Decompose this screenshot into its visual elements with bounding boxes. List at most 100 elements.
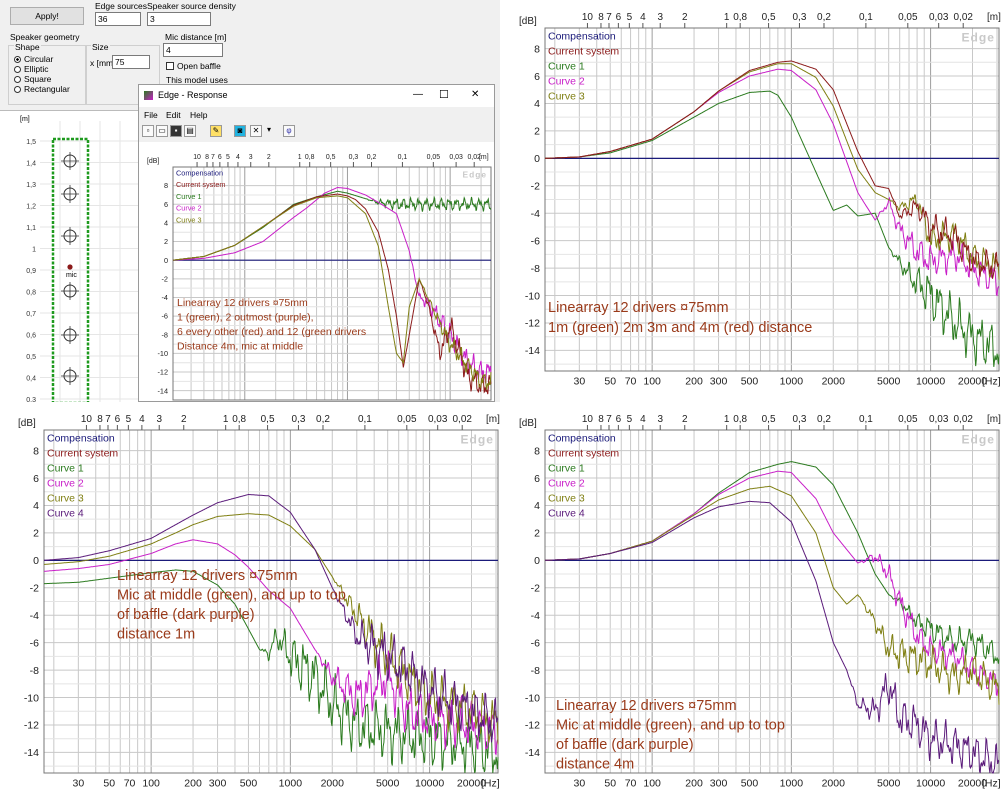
shape-elliptic[interactable]: Elliptic: [14, 64, 49, 74]
y-tick-label: 6: [164, 200, 168, 209]
top-tick-label: 0,8: [305, 154, 315, 161]
x-tick-label: 500: [240, 778, 258, 790]
baffle-plot: 1,5 1,4 1,3 1,2 1,1 1 0,9 0,8 0,7 0,6 0,5 0,4 0,3: [26, 121, 140, 402]
y-axis: 8 6 4 2 0 -2 -4 -6 -8 -10 -12 -14: [525, 445, 540, 759]
legend-item: Curve 2: [548, 76, 585, 88]
top-tick-label: 0,05: [898, 414, 918, 425]
window-titlebar[interactable]: Edge - Response — ☐ ✕: [139, 85, 494, 107]
draw-icon[interactable]: ✎: [210, 125, 222, 137]
chart-top-right: 8 6 4 2 0 -2 -4 -6 -8 -10 -12 -14 [dB] 10 8 7 6 5 4 3 2 1 0,8 0…: [501, 0, 1002, 402]
legend-item: Compensation: [548, 31, 616, 43]
x-tick-label: 100: [643, 778, 661, 790]
menu-help[interactable]: Help: [190, 110, 208, 120]
y-tick-label: -8: [531, 263, 540, 275]
plot-frame: [544, 429, 1000, 774]
density-field[interactable]: 3: [147, 12, 211, 26]
top-tick-label: 0,1: [358, 414, 372, 425]
baffle-tick-label: 0,7: [26, 311, 36, 318]
y-tick-label: -10: [24, 692, 39, 704]
size-label: Size: [91, 42, 110, 52]
y-tick-label: -12: [525, 318, 540, 330]
legend-item: Curve 3: [548, 493, 585, 505]
annotation-line: Linearray 12 drivers ¤75mm: [117, 568, 298, 584]
legend-item: Curve 1: [176, 192, 202, 201]
maximize-icon[interactable]: ☐: [439, 89, 449, 101]
size-x-field[interactable]: 75: [112, 55, 150, 69]
y-tick-label: 0: [164, 256, 168, 265]
x-tick-label: 30: [573, 778, 585, 790]
y-tick-label: 2: [534, 528, 540, 540]
y-tick-label: 6: [534, 71, 540, 83]
apply-button[interactable]: Apply!: [10, 7, 84, 25]
baffle-outline: [51, 137, 90, 402]
baffle-tick-label: 1,4: [26, 161, 36, 168]
open-baffle-checkbox[interactable]: Open baffle: [166, 61, 221, 71]
y-tick-label: 2: [33, 528, 39, 540]
minimize-icon[interactable]: —: [413, 89, 423, 100]
menu-file[interactable]: File: [144, 110, 158, 120]
open-icon[interactable]: ▭: [156, 125, 168, 137]
print-icon[interactable]: ▤: [184, 125, 196, 137]
top-tick-label: 5: [627, 12, 633, 23]
new-icon[interactable]: ▫: [142, 125, 154, 137]
top-tick-label: 6: [616, 12, 622, 23]
speaker-icon[interactable]: ◙: [234, 125, 246, 137]
save-icon[interactable]: ▪: [170, 125, 182, 137]
y-tick-label: -4: [531, 208, 540, 220]
menu-edit[interactable]: Edit: [166, 110, 181, 120]
top-tick-label: 6: [616, 414, 622, 425]
x-tick-label: 20000: [457, 778, 486, 790]
annotation-line: Linearray 12 drivers ¤75mm: [556, 698, 737, 714]
y-tick-label: -2: [531, 583, 540, 595]
top-unit-label: [m]: [486, 414, 500, 425]
baffle-drivers: [61, 152, 79, 385]
annotation-line: 1 (green), 2 outmost (purple),: [177, 312, 314, 324]
legend-item: Compensation: [176, 168, 223, 177]
y-tick-label: -6: [162, 312, 169, 321]
top-tick-label: 3: [657, 414, 663, 425]
annotation: Linearray 12 drivers ¤75mm 1 (green), 2 o…: [177, 297, 366, 353]
edge-sources-field[interactable]: 36: [95, 12, 141, 26]
dropdown-icon[interactable]: ▾: [266, 125, 271, 134]
top-tick-label: 0,03: [428, 414, 448, 425]
top-tick-label: 0,3: [292, 414, 306, 425]
size-x-label: x [mm]: [90, 58, 116, 68]
series-line: [545, 90, 1000, 367]
y-tick-label: -4: [30, 610, 39, 622]
delete-icon[interactable]: ✕: [250, 125, 262, 137]
top-tick-label: 10: [193, 154, 201, 161]
close-icon[interactable]: ✕: [471, 89, 480, 100]
x-tick-label: 200: [685, 376, 703, 388]
annotation: Linearray 12 drivers ¤75mm 1m (green) 2m …: [548, 300, 812, 336]
shape-square[interactable]: Square: [14, 74, 51, 84]
x-tick-label: 20000: [958, 778, 987, 790]
annotation-line: distance 4m: [556, 757, 634, 773]
top-tick-label: 10: [582, 12, 594, 23]
y-tick-label: 2: [164, 237, 168, 246]
shape-circular[interactable]: Circular: [14, 54, 53, 64]
x-tick-label: 1000: [780, 376, 804, 388]
x-unit-label: [Hz]: [481, 778, 500, 790]
x-axis: 30 50 70 100 200 300 500 1000 2000 5000 10000 20000: [573, 376, 987, 388]
y-tick-label: 4: [164, 219, 168, 228]
response-window[interactable]: Edge - Response — ☐ ✕ File Edit Help ▫ ▭…: [138, 84, 495, 402]
top-tick-label: 0,02: [954, 12, 974, 23]
top-tick-label: 0,02: [954, 414, 974, 425]
shape-rectangular[interactable]: Rectangular: [14, 84, 70, 94]
top-tick-label: 0,1: [398, 154, 408, 161]
radio-icon: [14, 56, 21, 63]
baffle-tick-label: 0,9: [26, 268, 36, 275]
annotation-line: Mic at middle (green), and up to top: [117, 588, 346, 604]
baffle-tick-label: 0,5: [26, 354, 36, 361]
y-tick-label: -10: [525, 290, 540, 302]
top-tick-label: 4: [236, 154, 240, 161]
x-tick-label: 10000: [415, 778, 444, 790]
phase-icon[interactable]: φ: [283, 125, 295, 137]
mic-icon: [67, 264, 73, 270]
annotation-line: 1m (green) 2m 3m and 4m (red) distance: [548, 320, 812, 336]
mic-distance-field[interactable]: 4: [163, 43, 223, 57]
legend-item: Current system: [548, 448, 619, 460]
x-tick-label: 500: [741, 376, 759, 388]
shape-circular-label: Circular: [24, 54, 54, 64]
top-tick-label: 0,02: [467, 154, 481, 161]
